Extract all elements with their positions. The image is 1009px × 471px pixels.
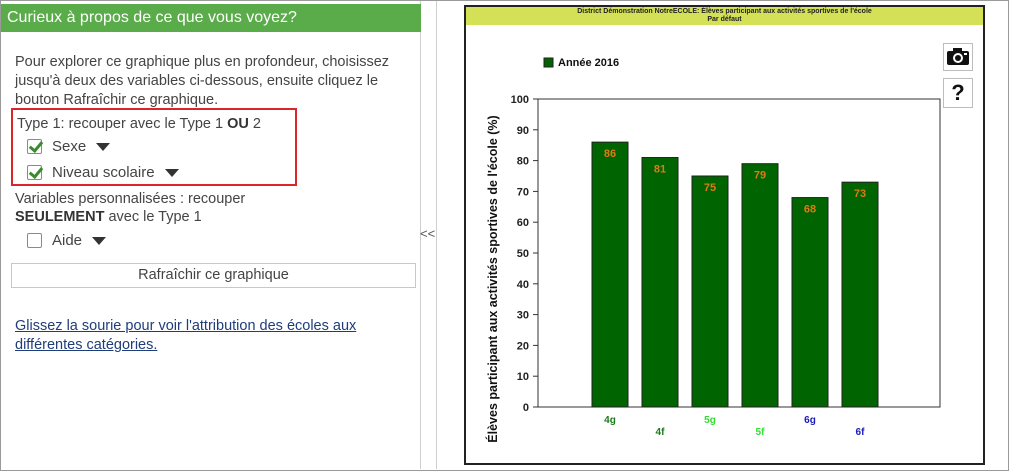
x-tick-label-5f: 5f (756, 427, 766, 438)
data-label-5g: 75 (704, 182, 716, 194)
niveau-scolaire-dropdown-caret-icon[interactable] (164, 168, 179, 177)
aide-label: Aide (52, 232, 83, 249)
bar-6f (841, 181, 879, 408)
data-label-4f: 81 (654, 164, 666, 176)
y-tick-label: 30 (517, 310, 529, 322)
custom-variables-label: Variables personnalisées : recouper SEUL… (15, 190, 305, 226)
collapse-column (422, 1, 437, 469)
niveau-scolaire-checkbox[interactable] (27, 165, 42, 180)
custom-label-bold: SEULEMENT (15, 209, 105, 225)
custom-label-suffix: avec le Type 1 (104, 209, 202, 225)
legend-label: Année 2016 (558, 57, 619, 69)
camera-export-button[interactable] (943, 43, 973, 71)
aide-dropdown-caret-icon[interactable] (92, 236, 107, 245)
y-tick-label: 10 (517, 371, 529, 383)
bar-5g (691, 175, 729, 408)
y-tick-label: 20 (517, 340, 529, 352)
chart-frame: District Démonstration NotreECOLE: Élève… (464, 5, 985, 465)
x-tick-label-6f: 6f (856, 427, 866, 438)
y-tick-label: 50 (517, 248, 529, 260)
type1-label: Type 1: recouper avec le Type 1 OU 2 (17, 116, 261, 132)
x-tick-label-5g: 5g (704, 415, 716, 426)
x-tick-label-4g: 4g (604, 415, 616, 426)
question-mark-icon: ? (951, 80, 965, 105)
bar-6g (791, 197, 829, 408)
type1-group: Type 1: recouper avec le Type 1 OU 2 Sex… (11, 108, 297, 186)
chart-title: District Démonstration NotreECOLE: Élève… (577, 8, 872, 15)
explore-panel: Curieux à propos de ce que vous voyez? P… (1, 1, 421, 469)
sexe-label: Sexe (52, 138, 87, 155)
collapse-panel-toggle[interactable]: << (420, 226, 436, 241)
x-tick-label-6g: 6g (804, 415, 816, 426)
type1-label-suffix: 2 (248, 116, 261, 132)
option-row-niveau-scolaire[interactable]: Niveau scolaire (27, 164, 179, 181)
bar-chart: 0 10 20 30 40 50 60 70 80 90 100 Élèves participant… (485, 57, 941, 443)
y-tick-label: 100 (511, 94, 529, 106)
school-attribution-link[interactable]: Glissez la sourie pour voir l'attributio… (15, 318, 357, 353)
bar-5f (741, 163, 779, 408)
niveau-scolaire-label: Niveau scolaire (52, 164, 155, 181)
y-tick-label: 0 (523, 402, 529, 414)
legend-swatch (543, 57, 554, 68)
type1-label-bold: OU (227, 116, 249, 132)
aide-checkbox[interactable] (27, 233, 42, 248)
y-tick-label: 90 (517, 125, 529, 137)
y-axis-label: Élèves participant aux activités sportiv… (485, 115, 500, 442)
camera-icon (947, 48, 969, 65)
sexe-dropdown-caret-icon[interactable] (96, 142, 111, 151)
intro-text: Pour explorer ce graphique plus en profo… (15, 54, 390, 108)
option-row-aide[interactable]: Aide (27, 232, 107, 249)
data-label-5f: 79 (754, 170, 766, 182)
type1-label-prefix: Type 1: recouper avec le Type 1 (17, 116, 228, 132)
option-row-sexe[interactable]: Sexe (27, 138, 111, 155)
refresh-chart-button[interactable]: Rafraîchir ce graphique (11, 263, 416, 288)
chart-title-bar (466, 7, 983, 25)
bar-4f (641, 157, 679, 408)
help-button[interactable]: ? (943, 78, 973, 108)
custom-label-prefix: Variables personnalisées : recouper (15, 191, 246, 207)
chart-subtitle: Par défaut (707, 16, 742, 23)
sexe-checkbox[interactable] (27, 139, 42, 154)
y-tick-label: 60 (517, 217, 529, 229)
y-tick-label: 70 (517, 186, 529, 198)
y-tick-label: 80 (517, 156, 529, 168)
data-label-6f: 73 (854, 188, 866, 200)
bar-4g (591, 141, 629, 408)
y-tick-label: 40 (517, 279, 529, 291)
data-label-4g: 86 (604, 148, 616, 160)
data-label-6g: 68 (804, 204, 816, 216)
panel-header: Curieux à propos de ce que vous voyez? (1, 4, 421, 32)
x-tick-label-4f: 4f (656, 427, 666, 438)
